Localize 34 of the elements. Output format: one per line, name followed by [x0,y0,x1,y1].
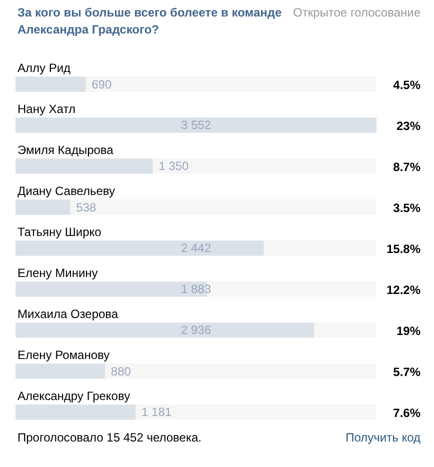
y-tick-label: Татьяну Ширко [18,224,102,239]
y-tick-label: Александру Грекову [18,388,130,403]
y-tick-label: Михаила Озерова [18,306,118,321]
y-tick-label: Елену Минину [18,266,98,280]
text: 7.6% [393,406,421,420]
text: 12.2% [386,283,421,298]
text: 4.5% [393,78,421,92]
text: 19% [396,324,421,338]
text: 23% [396,119,421,134]
data-label: 2 442 [180,241,212,256]
y-tick-label: Эмиля Кадырова [18,142,114,157]
text: 5.7% [393,365,421,380]
chart-subtitle: Открытое голосование [293,6,421,20]
data-label: 880 [110,364,132,379]
data-label: 538 [76,200,97,215]
text: Получить код [346,430,421,444]
data-label: 1 350 [158,159,190,174]
y-tick-label: Диану Савельеву [18,184,115,198]
y-tick-label: Нану Хатл [18,102,76,116]
data-label: 1 883 [180,282,212,296]
chart-title: За кого вы больше всего болеете в команде Александра Градского? [18,6,282,36]
data-label: 1 181 [142,405,172,420]
data-label: 690 [92,78,112,92]
text: 3.5% [393,201,421,216]
y-tick-label: Елену Романову [18,348,110,362]
bar [16,76,86,92]
bar [16,200,70,215]
data-label: 3 552 [180,118,212,132]
text: 8.7% [393,160,421,174]
data-label: 2 936 [180,323,212,338]
bar [16,364,105,379]
text: 15.8% [386,242,421,256]
text: Проголосовало 15 452 человека. [18,430,202,444]
y-tick-label: Аллу Рид [18,60,71,75]
